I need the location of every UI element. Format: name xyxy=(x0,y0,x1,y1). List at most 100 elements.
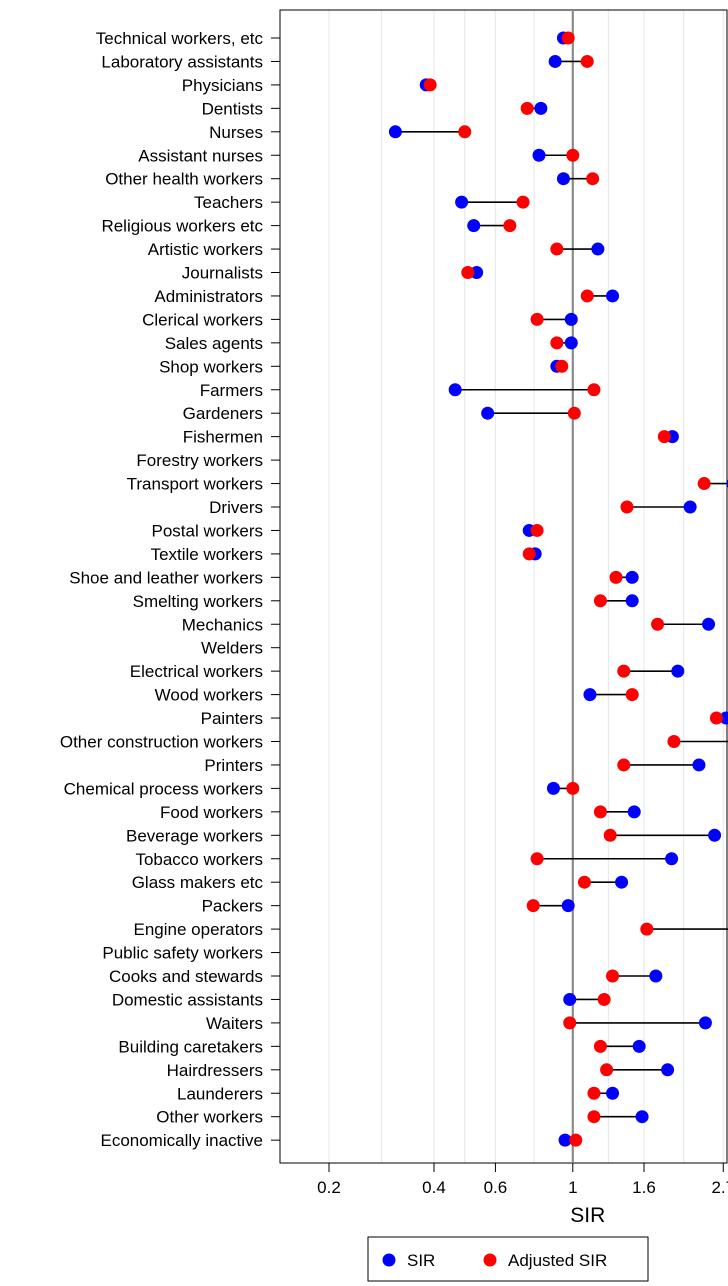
sir-point-clerical-workers xyxy=(564,312,578,326)
adjusted-sir-points xyxy=(423,31,723,1147)
sir-point-sales-agents xyxy=(564,336,578,350)
adjusted-sir-point-clerical-workers xyxy=(530,312,544,326)
category-label-tobacco-workers: Tobacco workers xyxy=(135,850,263,869)
category-label-drivers: Drivers xyxy=(209,498,263,517)
sir-point-nurses xyxy=(388,125,402,139)
x-axis-title: SIR xyxy=(570,1204,605,1227)
adjusted-sir-point-gardeners xyxy=(567,406,581,420)
category-label-other-construction-workers: Other construction workers xyxy=(60,733,263,752)
category-label-textile-workers: Textile workers xyxy=(151,545,263,564)
x-tick-label-0-2: 0.2 xyxy=(317,1178,341,1197)
category-label-smelting-workers: Smelting workers xyxy=(133,592,263,611)
x-tick-label-0-6: 0.6 xyxy=(484,1178,508,1197)
category-label-engine-operators: Engine operators xyxy=(134,920,263,939)
x-tick-label-0-4: 0.4 xyxy=(422,1178,446,1197)
sir-point-tobacco-workers xyxy=(665,852,679,866)
sir-point-drivers xyxy=(683,500,697,514)
adjusted-sir-point-mechanics xyxy=(651,617,665,631)
sir-point-glass-makers-etc xyxy=(615,875,629,889)
sir-point-farmers xyxy=(448,383,462,397)
adjusted-sir-point-glass-makers-etc xyxy=(577,875,591,889)
connector-lines xyxy=(395,37,728,1141)
category-label-forestry-workers: Forestry workers xyxy=(136,451,263,470)
sir-point-economically-inactive xyxy=(558,1133,572,1147)
adjusted-sir-point-fishermen xyxy=(657,430,671,444)
sir-point-administrators xyxy=(606,289,620,303)
adjusted-sir-point-journalists xyxy=(461,266,475,279)
category-label-hairdressers: Hairdressers xyxy=(167,1061,263,1080)
adjusted-sir-point-other-health-workers xyxy=(586,172,600,186)
sir-point-packers xyxy=(561,899,575,913)
adjusted-sir-point-postal-workers xyxy=(530,523,544,537)
sir-point-teachers xyxy=(455,195,469,209)
adjusted-sir-point-tobacco-workers xyxy=(530,852,544,866)
category-label-chemical-process-workers: Chemical process workers xyxy=(64,779,263,798)
category-label-cooks-and-stewards: Cooks and stewards xyxy=(109,967,263,986)
sir-point-chemical-process-workers xyxy=(546,781,560,795)
category-label-teachers: Teachers xyxy=(194,193,263,212)
sir-point-religious-workers-etc xyxy=(467,219,481,233)
sir-point-mechanics xyxy=(702,617,716,631)
sir-point-artistic-workers xyxy=(591,242,605,256)
adjusted-sir-point-sales-agents xyxy=(550,336,564,350)
adjusted-sir-point-teachers xyxy=(516,195,530,209)
adjusted-sir-point-dentists xyxy=(520,101,534,115)
category-label-shop-workers: Shop workers xyxy=(159,357,263,376)
x-tick-label-1: 1 xyxy=(568,1178,577,1197)
sir-point-laboratory-assistants xyxy=(548,54,562,68)
sir-point-beverage-workers xyxy=(708,828,722,842)
sir-point-launderers xyxy=(606,1086,620,1100)
adjusted-sir-point-painters xyxy=(709,711,723,725)
legend-label-sir: SIR xyxy=(407,1251,435,1270)
category-label-waiters: Waiters xyxy=(206,1014,263,1033)
adjusted-sir-point-launderers xyxy=(587,1086,601,1100)
category-label-gardeners: Gardeners xyxy=(183,404,263,423)
category-label-other-health-workers: Other health workers xyxy=(105,170,263,189)
adjusted-sir-point-cooks-and-stewards xyxy=(606,969,620,983)
plot-border xyxy=(279,9,728,1164)
adjusted-sir-point-hairdressers xyxy=(600,1063,614,1077)
legend-marker-adjusted-sir xyxy=(483,1253,497,1267)
category-label-building-caretakers: Building caretakers xyxy=(118,1037,263,1056)
category-label-physicians: Physicians xyxy=(182,76,263,95)
sir-point-other-health-workers xyxy=(556,172,570,186)
adjusted-sir-point-domestic-assistants xyxy=(597,992,611,1006)
sir-point-gardeners xyxy=(481,406,495,420)
category-label-domestic-assistants: Domestic assistants xyxy=(112,990,263,1009)
category-label-wood-workers: Wood workers xyxy=(155,686,263,705)
category-label-painters: Painters xyxy=(201,709,263,728)
adjusted-sir-point-textile-workers xyxy=(522,547,536,561)
plot-frame xyxy=(279,9,728,1164)
x-tick-label-1-6: 1.6 xyxy=(632,1178,656,1197)
category-label-other-workers: Other workers xyxy=(156,1108,263,1127)
sir-point-printers xyxy=(692,758,706,772)
category-label-transport-workers: Transport workers xyxy=(127,475,263,494)
adjusted-sir-point-administrators xyxy=(580,289,594,303)
category-label-sales-agents: Sales agents xyxy=(165,334,263,353)
category-label-electrical-workers: Electrical workers xyxy=(130,662,263,681)
category-label-printers: Printers xyxy=(204,756,263,775)
legend-label-adjusted-sir: Adjusted SIR xyxy=(508,1251,607,1270)
category-label-laboratory-assistants: Laboratory assistants xyxy=(101,52,263,71)
sir-point-waiters xyxy=(698,1016,712,1030)
adjusted-sir-point-religious-workers-etc xyxy=(503,219,517,233)
adjusted-sir-point-laboratory-assistants xyxy=(580,54,594,68)
adjusted-sir-point-other-construction-workers xyxy=(667,735,681,748)
category-label-mechanics: Mechanics xyxy=(182,615,263,634)
category-label-public-safety-workers: Public safety workers xyxy=(102,944,263,963)
adjusted-sir-point-beverage-workers xyxy=(603,828,617,842)
adjusted-sir-point-transport-workers xyxy=(697,477,711,491)
legend: SIR Adjusted SIR xyxy=(367,1236,649,1282)
category-label-glass-makers-etc: Glass makers etc xyxy=(132,873,264,892)
sir-point-smelting-workers xyxy=(625,594,639,608)
category-labels: Technical workers, etc Laboratory assista… xyxy=(60,29,280,1150)
category-label-technical-workers-etc: Technical workers, etc xyxy=(96,29,264,48)
category-label-postal-workers: Postal workers xyxy=(152,521,263,540)
sir-point-shoe-and-leather-workers xyxy=(625,570,639,584)
sir-point-food-workers xyxy=(627,805,641,819)
sir-point-dentists xyxy=(534,101,548,115)
category-label-fishermen: Fishermen xyxy=(183,428,263,447)
category-label-clerical-workers: Clerical workers xyxy=(142,310,263,329)
adjusted-sir-point-smelting-workers xyxy=(593,594,607,608)
